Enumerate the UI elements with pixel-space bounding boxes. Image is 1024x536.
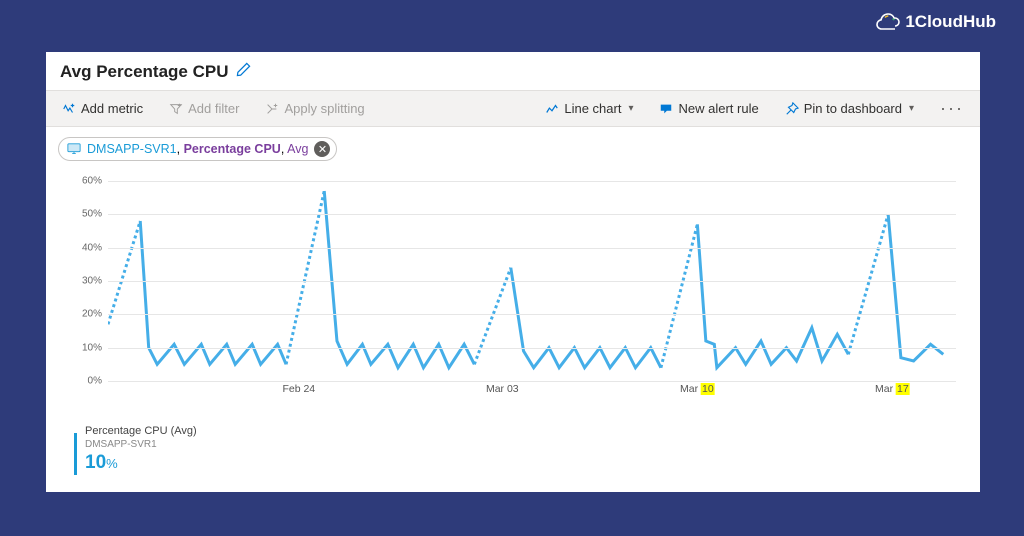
brand-logo: 1CloudHub	[875, 12, 996, 32]
filter-icon	[169, 102, 183, 116]
sparkle-plus-icon	[62, 102, 76, 116]
chip-text: DMSAPP-SVR1, Percentage CPU, Avg	[87, 142, 308, 156]
chart-type-dropdown[interactable]: Line chart ▾	[539, 97, 639, 120]
split-icon	[265, 102, 279, 116]
chart-title: Avg Percentage CPU	[60, 62, 228, 82]
y-axis-labels: 0%10%20%30%40%50%60%	[72, 181, 102, 381]
chip-aggregation: Avg	[287, 142, 308, 156]
chevron-down-icon: ▾	[628, 103, 633, 114]
y-tick-label: 20%	[82, 309, 102, 320]
y-tick-label: 30%	[82, 276, 102, 287]
apply-splitting-label: Apply splitting	[284, 101, 364, 116]
pin-label: Pin to dashboard	[804, 101, 902, 116]
chip-metric: Percentage CPU	[184, 142, 281, 156]
y-tick-label: 0%	[88, 376, 102, 387]
x-tick-label: Mar 03	[486, 383, 519, 395]
line-chart: 0%10%20%30%40%50%60% Feb 24Mar 03Mar 10M…	[64, 181, 962, 397]
new-alert-label: New alert rule	[678, 101, 758, 116]
add-metric-label: Add metric	[81, 101, 143, 116]
x-axis-labels: Feb 24 Mar 03 Mar 10 Mar 17	[108, 383, 956, 399]
chevron-down-icon: ▾	[909, 103, 914, 114]
y-tick-label: 60%	[82, 176, 102, 187]
apply-splitting-button[interactable]: Apply splitting	[259, 97, 370, 120]
metric-chip-row: DMSAPP-SVR1, Percentage CPU, Avg ✕	[46, 127, 980, 167]
new-alert-button[interactable]: New alert rule	[653, 97, 764, 120]
line-chart-icon	[545, 102, 559, 116]
brand-name: 1CloudHub	[905, 12, 996, 32]
chart-type-label: Line chart	[564, 101, 621, 116]
legend-value: 10%	[85, 451, 197, 475]
legend: Percentage CPU (Avg) DMSAPP-SVR1 10%	[74, 425, 962, 475]
x-tick-label: Mar 17	[875, 383, 910, 395]
y-tick-label: 50%	[82, 209, 102, 220]
chip-resource: DMSAPP-SVR1	[87, 142, 177, 156]
add-filter-button[interactable]: Add filter	[163, 97, 245, 120]
x-tick-label: Mar 10	[680, 383, 715, 395]
y-tick-label: 10%	[82, 342, 102, 353]
add-metric-button[interactable]: Add metric	[56, 97, 149, 120]
plot-area	[108, 181, 956, 381]
pin-icon	[785, 102, 799, 116]
metrics-panel: Avg Percentage CPU Add metric Add filter…	[46, 52, 980, 492]
pin-dropdown[interactable]: Pin to dashboard ▾	[779, 97, 920, 120]
x-tick-label: Feb 24	[282, 383, 315, 395]
metric-chip[interactable]: DMSAPP-SVR1, Percentage CPU, Avg ✕	[58, 137, 337, 161]
alert-icon	[659, 102, 673, 116]
edit-title-icon[interactable]	[236, 62, 251, 82]
y-tick-label: 40%	[82, 242, 102, 253]
legend-resource: DMSAPP-SVR1	[85, 439, 197, 452]
legend-metric-name: Percentage CPU (Avg)	[85, 425, 197, 439]
toolbar: Add metric Add filter Apply splitting Li…	[46, 90, 980, 127]
legend-color-bar	[74, 433, 77, 475]
title-row: Avg Percentage CPU	[46, 52, 980, 90]
chip-close-icon[interactable]: ✕	[314, 141, 330, 157]
cloud-icon	[875, 12, 901, 32]
add-filter-label: Add filter	[188, 101, 239, 116]
more-button[interactable]: ···	[934, 98, 970, 119]
monitor-icon	[67, 142, 81, 156]
